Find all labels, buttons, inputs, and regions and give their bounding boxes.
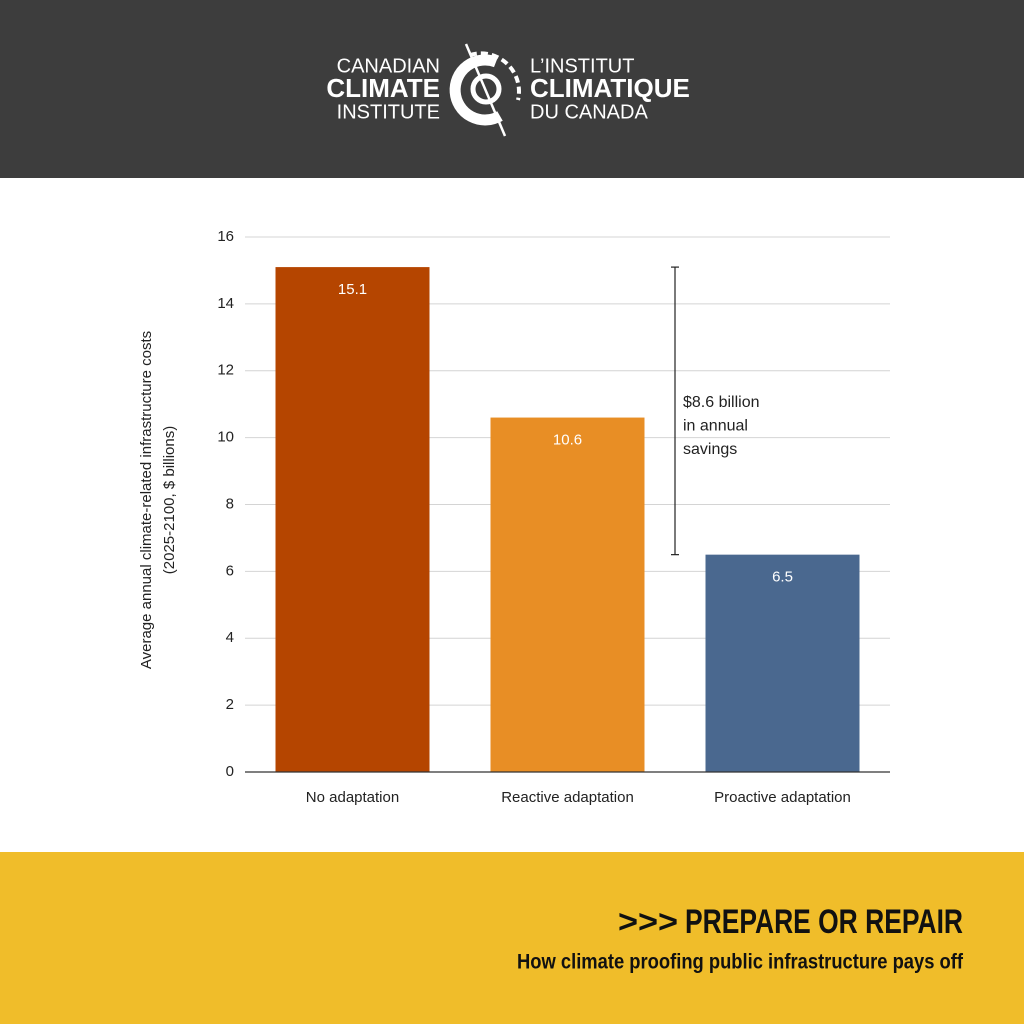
y-tick-label: 6 <box>226 562 234 579</box>
x-tick-label: Reactive adaptation <box>501 789 634 806</box>
footer-arrows: >>> <box>618 903 678 939</box>
logo-text: INSTITUTE <box>337 101 440 123</box>
y-tick-label: 12 <box>217 362 234 379</box>
value-label: 6.5 <box>772 569 793 586</box>
value-label: 15.1 <box>338 281 367 298</box>
footer-subtitle: How climate proofing public infrastructu… <box>517 951 964 974</box>
y-axis-label: (2025-2100, $ billions) <box>161 426 178 574</box>
y-tick-label: 2 <box>226 696 234 713</box>
logo-text: CLIMATIQUE <box>530 73 690 103</box>
y-tick-label: 4 <box>226 629 234 646</box>
footer-band <box>0 852 1024 1024</box>
bar <box>275 267 430 772</box>
y-tick-label: 14 <box>217 295 234 312</box>
y-tick-label: 8 <box>226 495 234 512</box>
y-tick-label: 16 <box>217 228 234 245</box>
annotation: $8.6 billion <box>683 394 760 411</box>
header-band <box>0 0 1024 178</box>
value-label: 10.6 <box>553 432 582 449</box>
bar <box>490 417 645 772</box>
y-tick-label: 10 <box>217 429 234 446</box>
logo-text: CLIMATE <box>326 73 440 103</box>
footer: >>> PREPARE OR REPAIR How climate proofi… <box>517 903 964 974</box>
logo-text: DU CANADA <box>530 101 648 123</box>
logo-text: CANADIAN <box>337 55 440 77</box>
annotation: savings <box>683 441 737 458</box>
y-tick-label: 0 <box>226 763 234 780</box>
logo-text: L’INSTITUT <box>530 55 634 77</box>
y-axis-label: Average annual climate-related infrastru… <box>138 331 155 669</box>
logo: CANADIAN CLIMATE INSTITUTE L’INSTITUT CL… <box>326 43 690 137</box>
bar <box>705 554 860 772</box>
annotation: in annual <box>683 418 748 435</box>
logo-icon <box>449 43 521 137</box>
footer-title: PREPARE OR REPAIR <box>685 903 963 941</box>
x-tick-label: Proactive adaptation <box>714 789 851 806</box>
x-tick-label: No adaptation <box>306 789 399 806</box>
